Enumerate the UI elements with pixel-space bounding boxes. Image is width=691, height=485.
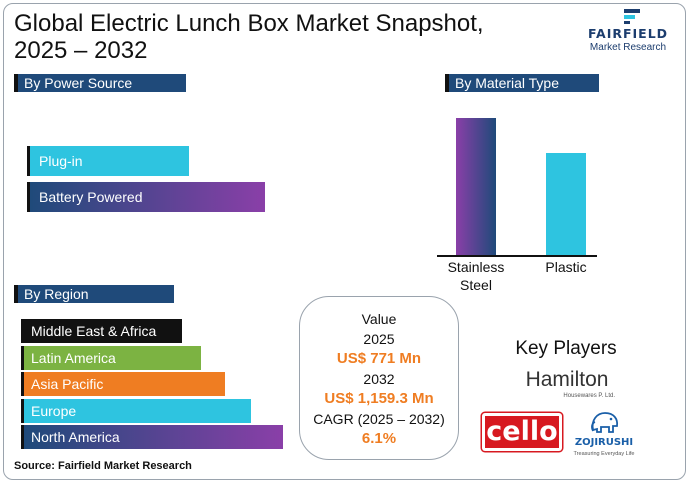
label-stainless-steel: Stainless Steel [447,259,505,293]
bar-label-north-america: North America [31,429,120,445]
cagr-label: CAGR (2025 – 2032) [313,411,445,427]
bar-asia-pacific: Asia Pacific [21,372,225,396]
bar-label-europe: Europe [31,403,77,419]
title-line-1: Global Electric Lunch Box Market Snapsho… [14,10,484,37]
value-label: Value [361,311,397,327]
source-note: Source: Fairfield Market Research [14,460,192,472]
cello-logo: cello [482,413,562,451]
power-source-heading: By Power Source [14,74,186,92]
bar-plastic [546,153,586,255]
elephant-icon [591,412,619,433]
snapshot-frame [3,3,686,480]
zojirushi-name: ZOJIRUSHI [574,437,634,448]
bar-label-asia-pacific: Asia Pacific [31,376,104,392]
value-year-2032: 2032 [363,371,395,387]
bar-latin-america: Latin America [21,346,201,370]
fairfield-logo: FAIRFIELD Market Research [578,8,678,58]
bar-europe: Europe [21,399,251,423]
bar-middle-east-africa: Middle East & Africa [21,319,182,343]
bar-label-battery-powered: Battery Powered [39,189,143,205]
material-baseline [437,255,597,257]
page-title: Global Electric Lunch Box Market Snapsho… [14,10,554,64]
bar-stainless-steel [456,118,496,255]
bar-north-america: North America [21,425,283,449]
bar-plug-in: Plug-in [27,146,189,176]
value-2032: US$ 1,159.3 Mn [324,390,434,407]
region-heading: By Region [14,285,174,303]
fairfield-mark-icon [624,9,640,24]
value-2025: US$ 771 Mn [336,350,422,367]
hamilton-sub: Housewares P. Ltd. [563,393,615,399]
label-plastic: Plastic [545,259,587,275]
bar-label-middle-east-africa: Middle East & Africa [31,323,157,339]
bar-battery-powered: Battery Powered [27,182,265,212]
material-type-heading: By Material Type [445,74,599,92]
hamilton-logo: Hamilton Housewares P. Ltd. [519,368,615,402]
zojirushi-logo: ZOJIRUSHI Treasuring Everyday Life [568,410,640,464]
hamilton-name: Hamilton [525,368,609,391]
bar-label-plug-in: Plug-in [39,153,83,169]
logo-name: FAIRFIELD [587,26,669,41]
cagr-value: 6.1% [361,430,397,447]
title-line-2: 2025 – 2032 [14,37,148,64]
value-year-2025: 2025 [363,331,395,347]
value-box: Value 2025 US$ 771 Mn 2032 US$ 1,159.3 M… [299,296,459,460]
bar-label-latin-america: Latin America [31,350,116,366]
zojirushi-sub: Treasuring Everyday Life [573,451,635,457]
key-players-title: Key Players [515,338,617,359]
cello-name: cello [486,416,558,447]
logo-subtitle: Market Research [589,42,667,53]
